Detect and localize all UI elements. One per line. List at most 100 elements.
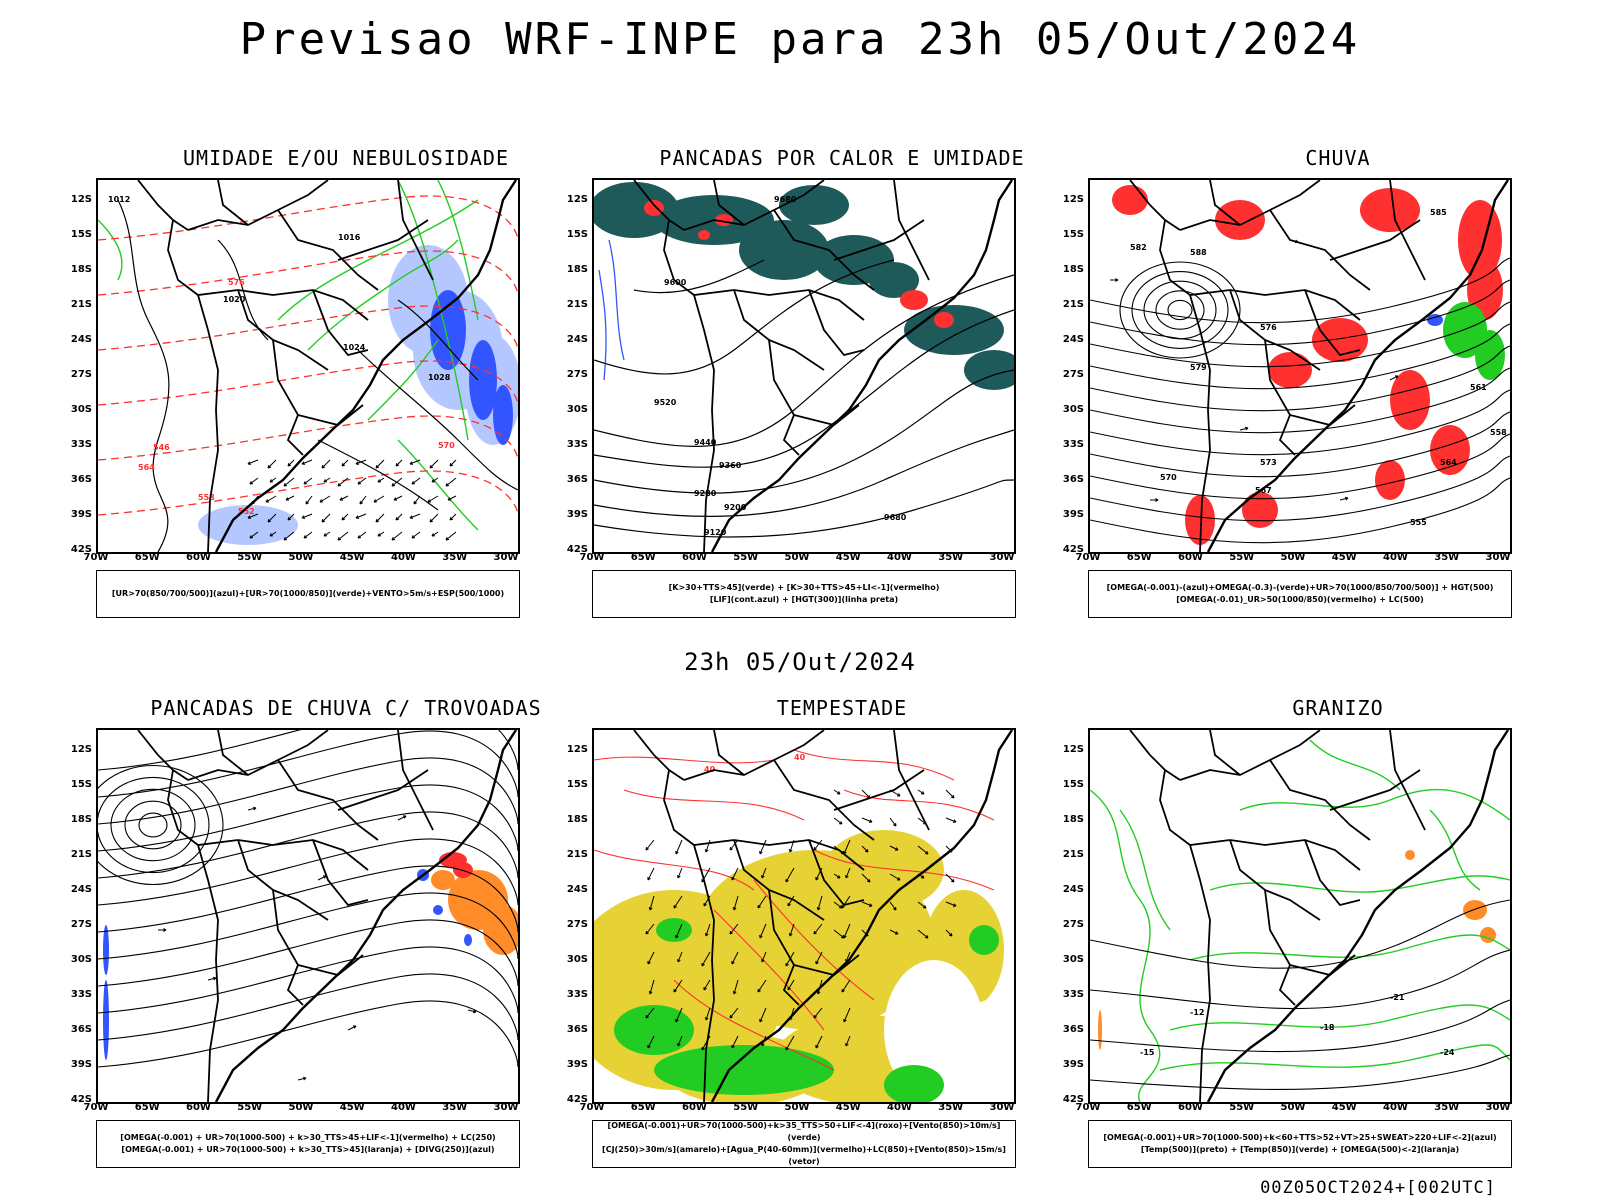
legend-line: [OMEGA(-0.001) + UR>70(1000-500) + k>30_… xyxy=(121,1145,495,1154)
longitude-label: 60W xyxy=(682,1102,707,1113)
latitude-label: 18S xyxy=(1062,814,1084,825)
panel-title: PANCADAS POR CALOR E UMIDADE xyxy=(659,146,1025,170)
latitude-label: 39S xyxy=(70,509,92,520)
legend-line: [Temp(500)](preto) + [Temp(850)](verde) … xyxy=(1140,1145,1460,1154)
legend-line: [OMEGA(-0.001) + UR>70(1000-500) + k>30_… xyxy=(120,1133,496,1142)
latitude-label: 39S xyxy=(70,1059,92,1070)
longitude-label: 40W xyxy=(887,1102,912,1113)
svg-text:546: 546 xyxy=(153,443,170,452)
longitude-label: 55W xyxy=(237,1102,263,1113)
map-canvas xyxy=(98,730,518,1102)
longitude-label: 45W xyxy=(1331,1102,1357,1113)
svg-text:570: 570 xyxy=(1160,473,1177,482)
legend-box: [UR>70(850/700/500)](azul)+[UR>70(1000/8… xyxy=(96,570,520,618)
latitude-label: 24S xyxy=(1062,884,1084,895)
svg-text:582: 582 xyxy=(1130,243,1147,252)
longitude-label: 35W xyxy=(442,1102,468,1113)
svg-text:9680: 9680 xyxy=(774,195,797,204)
latitude-label: 33S xyxy=(566,989,588,1000)
longitude-label: 45W xyxy=(835,1102,861,1113)
longitude-label: 55W xyxy=(1229,552,1255,563)
longitude-label: 65W xyxy=(630,552,656,563)
latitude-label: 27S xyxy=(566,369,588,380)
longitude-label: 60W xyxy=(1178,552,1203,563)
latitude-label: 24S xyxy=(566,884,588,895)
longitude-label: 30W xyxy=(493,552,519,563)
longitude-label: 70W xyxy=(83,552,109,563)
longitude-label: 30W xyxy=(493,1102,519,1113)
latitude-label: 36S xyxy=(566,1024,588,1035)
panel-title: TEMPESTADE xyxy=(776,696,908,720)
longitude-label: 65W xyxy=(134,1102,160,1113)
latitude-label: 18S xyxy=(1062,264,1084,275)
longitude-label: 55W xyxy=(733,552,759,563)
longitude-label: 55W xyxy=(733,1102,759,1113)
latitude-label: 15S xyxy=(566,779,588,790)
longitude-label: 45W xyxy=(339,1102,365,1113)
panel-title: UMIDADE E/OU NEBULOSIDADE xyxy=(182,146,510,170)
panel-title: CHUVA xyxy=(1305,146,1371,170)
svg-text:9200: 9200 xyxy=(724,503,747,512)
latitude-label: 12S xyxy=(1062,194,1084,205)
latitude-label: 33S xyxy=(1062,439,1084,450)
longitude-label: 70W xyxy=(1075,552,1101,563)
svg-text:1024: 1024 xyxy=(343,343,366,352)
latitude-label: 21S xyxy=(566,299,588,310)
latitude-label: 15S xyxy=(566,229,588,240)
longitude-label: 45W xyxy=(1331,552,1357,563)
longitude-label: 50W xyxy=(1280,1102,1306,1113)
latitude-label: 24S xyxy=(566,334,588,345)
longitude-label: 40W xyxy=(887,552,912,563)
svg-text:579: 579 xyxy=(1190,363,1207,372)
svg-text:561: 561 xyxy=(1470,383,1487,392)
latitude-label: 12S xyxy=(566,194,588,205)
latitude-label: 30S xyxy=(566,954,588,965)
longitude-label: 45W xyxy=(835,552,861,563)
latitude-label: 42S xyxy=(70,544,92,555)
svg-text:564: 564 xyxy=(1440,458,1457,467)
longitude-label: 35W xyxy=(442,552,468,563)
latitude-label: 24S xyxy=(70,884,92,895)
longitude-label: 30W xyxy=(1485,552,1511,563)
latitude-label: 33S xyxy=(1062,989,1084,1000)
latitude-label: 27S xyxy=(70,369,92,380)
svg-text:-24: -24 xyxy=(1440,1048,1455,1057)
map-frame: 9680 9600 9520 9440 9360 9280 9200 9120 9680 xyxy=(592,178,1016,554)
panel-title: GRANIZO xyxy=(1292,696,1384,720)
longitude-label: 35W xyxy=(938,552,964,563)
svg-text:564: 564 xyxy=(138,463,155,472)
longitude-label: 65W xyxy=(1126,552,1152,563)
longitude-label: 50W xyxy=(1280,552,1306,563)
legend-box: [K>30+TTS>45](verde) + [K>30+TTS>45+LI<-… xyxy=(592,570,1016,618)
latitude-label: 42S xyxy=(70,1094,92,1105)
latitude-label: 21S xyxy=(70,849,92,860)
latitude-label: 27S xyxy=(566,919,588,930)
longitude-label: 50W xyxy=(288,1102,314,1113)
latitude-label: 30S xyxy=(70,404,92,415)
latitude-label: 15S xyxy=(1062,229,1084,240)
longitude-label: 40W xyxy=(1383,552,1408,563)
mid-title: 23h 05/Out/2024 xyxy=(684,648,916,676)
latitude-label: 27S xyxy=(1062,369,1084,380)
longitude-label: 50W xyxy=(288,552,314,563)
longitude-label: 55W xyxy=(237,552,263,563)
svg-text:552: 552 xyxy=(238,507,255,516)
panel-title: PANCADAS DE CHUVA C/ TROVOADAS xyxy=(150,696,542,720)
svg-text:1016: 1016 xyxy=(338,233,361,242)
latitude-label: 36S xyxy=(70,474,92,485)
longitude-label: 70W xyxy=(83,1102,109,1113)
longitude-label: 65W xyxy=(134,552,160,563)
longitude-label: 40W xyxy=(391,1102,416,1113)
longitude-label: 60W xyxy=(186,552,211,563)
longitude-label: 65W xyxy=(630,1102,656,1113)
latitude-label: 18S xyxy=(70,264,92,275)
longitude-label: 70W xyxy=(579,552,605,563)
svg-text:9680: 9680 xyxy=(884,513,907,522)
svg-text:570: 570 xyxy=(438,441,455,450)
longitude-label: 70W xyxy=(1075,1102,1101,1113)
latitude-label: 33S xyxy=(566,439,588,450)
latitude-label: 15S xyxy=(70,229,92,240)
latitude-label: 12S xyxy=(566,744,588,755)
svg-text:576: 576 xyxy=(1260,323,1277,332)
legend-box: [OMEGA(-0.001)+UR>70(1000-500)+k>35_TTS>… xyxy=(592,1120,1016,1168)
